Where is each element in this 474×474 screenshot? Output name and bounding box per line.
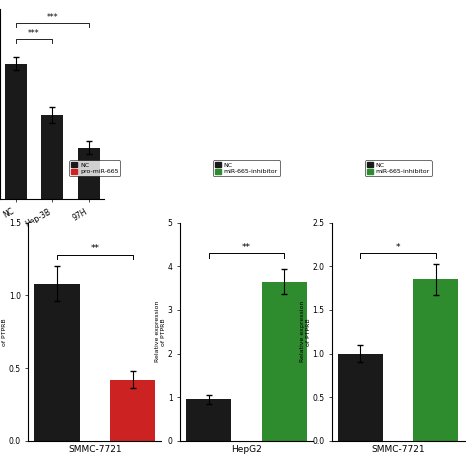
- Bar: [262, 282, 307, 441]
- Text: **: **: [91, 245, 99, 254]
- Text: ***: ***: [46, 13, 58, 22]
- Text: *: *: [396, 243, 401, 252]
- Y-axis label: Relative expression
of PTPRB: Relative expression of PTPRB: [0, 301, 7, 363]
- Legend: NC, miR-665-inhibitor: NC, miR-665-inhibitor: [213, 161, 280, 176]
- Bar: [35, 284, 80, 441]
- X-axis label: SMMC-7721: SMMC-7721: [371, 445, 425, 454]
- Y-axis label: Relative expression
of PTPRB: Relative expression of PTPRB: [155, 301, 166, 363]
- Legend: NC, pro-miR-665: NC, pro-miR-665: [69, 161, 120, 176]
- Y-axis label: Relative expression
of PTPRB: Relative expression of PTPRB: [300, 301, 310, 363]
- Bar: [5, 64, 27, 199]
- Text: **: **: [242, 243, 251, 252]
- Bar: [41, 115, 63, 199]
- Bar: [186, 400, 231, 441]
- Bar: [338, 354, 383, 441]
- X-axis label: HepG2: HepG2: [231, 445, 262, 454]
- Legend: NC, miR-665-inhibitor: NC, miR-665-inhibitor: [365, 161, 431, 176]
- Text: ***: ***: [28, 29, 40, 38]
- X-axis label: SMMC-7721: SMMC-7721: [68, 445, 122, 454]
- Bar: [78, 147, 100, 199]
- Bar: [413, 280, 458, 441]
- Bar: [110, 380, 155, 441]
